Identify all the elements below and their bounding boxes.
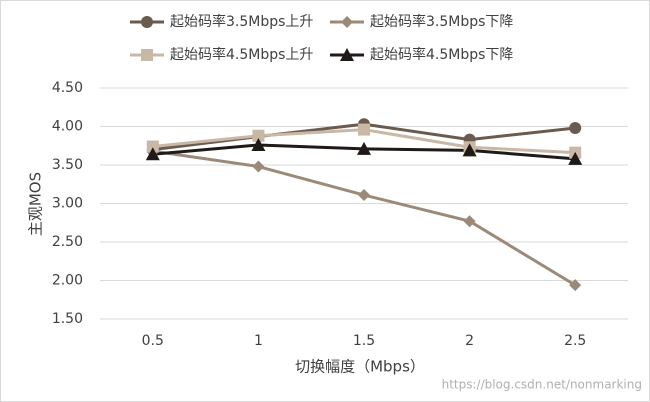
marker xyxy=(463,215,476,228)
marker xyxy=(462,143,477,157)
marker xyxy=(141,49,153,61)
marker xyxy=(145,147,160,161)
legend-label: 起始码率4.5Mbps上升 xyxy=(170,46,313,63)
y-tick-label: 2.00 xyxy=(52,273,83,289)
y-axis-label: 主观MOS xyxy=(27,172,45,236)
legend-label: 起始码率4.5Mbps下降 xyxy=(370,46,513,63)
marker xyxy=(358,189,370,202)
y-tick-label: 3.00 xyxy=(52,196,83,212)
marker xyxy=(251,137,266,151)
marker xyxy=(569,122,582,135)
marker xyxy=(357,141,371,155)
x-tick-label: 1.5 xyxy=(353,333,375,349)
y-tick-label: 2.50 xyxy=(52,234,83,250)
legend-label: 起始码率3.5Mbps下降 xyxy=(370,13,513,30)
y-tick-label: 4.00 xyxy=(52,119,83,135)
legend-label: 起始码率3.5Mbps上升 xyxy=(170,13,313,30)
marker xyxy=(252,129,265,142)
marker xyxy=(341,16,353,28)
marker xyxy=(340,48,354,61)
y-tick-label: 4.50 xyxy=(52,80,83,96)
x-tick-label: 2 xyxy=(465,333,474,349)
marker xyxy=(146,140,159,153)
y-tick-label: 3.50 xyxy=(52,157,83,173)
watermark: https://blog.csdn.net/nonmarking xyxy=(442,378,642,392)
y-tick-label: 1.50 xyxy=(52,311,83,327)
marker xyxy=(568,151,583,165)
x-tick-label: 1 xyxy=(254,333,263,349)
marker xyxy=(358,123,370,136)
x-tick-label: 2.5 xyxy=(564,333,586,349)
x-tick-label: 0.5 xyxy=(142,333,164,349)
marker xyxy=(141,16,153,28)
marker xyxy=(252,160,265,173)
marker xyxy=(569,279,582,292)
x-axis-label: 切换幅度（Mbps） xyxy=(295,358,425,376)
